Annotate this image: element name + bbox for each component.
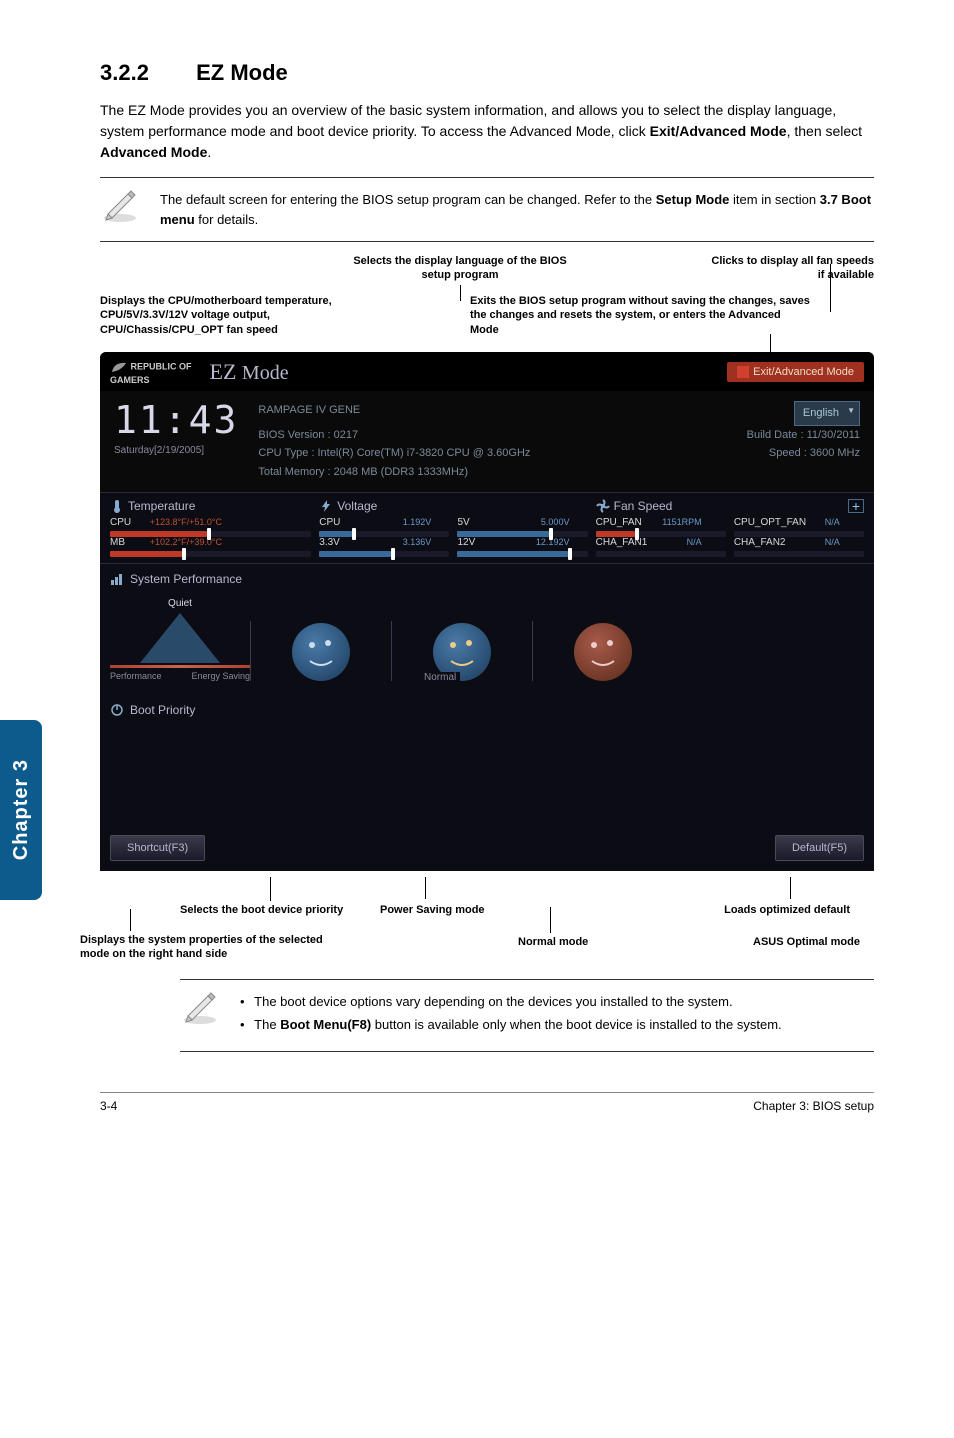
chapter-side-tab: Chapter 3 — [0, 720, 42, 900]
top-callouts-row1: Selects the display language of the BIOS… — [100, 254, 874, 294]
temperature-header: Temperature — [110, 499, 311, 513]
section-heading: 3.2.2 EZ Mode — [100, 60, 874, 86]
pencil-icon — [180, 986, 220, 1026]
boot-priority-header: Boot Priority — [110, 703, 864, 717]
note-2a: The boot device options vary depending o… — [240, 992, 782, 1012]
total-memory: Total Memory : 2048 MB (DDR3 1333MHz) — [258, 466, 468, 478]
temp-mb-bar — [110, 551, 311, 557]
perf-tab-quiet[interactable]: Quiet PerformanceEnergy Saving — [110, 594, 250, 681]
language-select[interactable]: English — [794, 401, 860, 426]
callout-temps: Displays the CPU/motherboard temperature… — [100, 294, 390, 337]
gauges-row: Temperature CPU +123.8°F/+51.0°C MB +102… — [100, 492, 874, 564]
thermometer-icon — [110, 499, 124, 513]
cpu-speed: Speed : 3600 MHz — [769, 444, 860, 463]
callout-line — [770, 334, 771, 352]
callout-exit: Exits the BIOS setup program without sav… — [470, 294, 810, 337]
callout-power-saving: Power Saving mode — [380, 903, 485, 917]
callout-boot-priority: Selects the boot device priority — [180, 903, 343, 917]
fanspeed-group: Fan Speed + CPU_FAN1151RPM CHA_FAN1N/A C… — [596, 499, 864, 557]
performance-header: System Performance — [110, 572, 864, 586]
fan-expand-button[interactable]: + — [848, 499, 864, 513]
bios-version: BIOS Version : 0217 — [258, 426, 358, 445]
pencil-icon — [100, 184, 140, 224]
bars-icon — [110, 572, 124, 586]
perf-tab-3[interactable] — [392, 623, 532, 681]
note-2b: The Boot Menu(F8) button is available on… — [240, 1015, 782, 1035]
rog-logo: REPUBLIC OF GAMERS — [110, 358, 192, 385]
intro-text: The EZ Mode provides you an overview of … — [100, 100, 874, 163]
page-footer: 3-4 Chapter 3: BIOS setup — [100, 1092, 874, 1113]
bios-screenshot: REPUBLIC OF GAMERS EZ Mode Exit/Advanced… — [100, 352, 874, 871]
page-number: 3-4 — [100, 1099, 117, 1113]
temp-mb-row: MB +102.2°F/+39.0°C — [110, 537, 311, 548]
callout-fanspeeds: Clicks to display all fan speeds if avai… — [704, 254, 874, 283]
ez-mode-title: EZ Mode — [210, 359, 289, 385]
voltage-header: Voltage — [319, 499, 587, 513]
temperature-group: Temperature CPU +123.8°F/+51.0°C MB +102… — [110, 499, 311, 557]
board-name: RAMPAGE IV GENE — [258, 401, 360, 426]
clock-date: Saturday[2/19/2005] — [114, 445, 238, 456]
fanspeed-header: Fan Speed + — [596, 499, 864, 513]
cpu-type: CPU Type : Intel(R) Core(TM) i7-3820 CPU… — [258, 444, 530, 463]
power-icon — [110, 703, 124, 717]
perf-tab-2[interactable] — [251, 623, 391, 681]
chapter-side-tab-label: Chapter 3 — [10, 759, 33, 860]
note-box-1: The default screen for entering the BIOS… — [100, 177, 874, 242]
shortcut-button[interactable]: Shortcut(F3) — [110, 835, 205, 861]
bios-header: REPUBLIC OF GAMERS EZ Mode Exit/Advanced… — [100, 352, 874, 391]
callout-line — [830, 264, 831, 312]
note-box-2: The boot device options vary depending o… — [180, 979, 874, 1052]
bios-info-panel: 11:43 Saturday[2/19/2005] RAMPAGE IV GEN… — [100, 391, 874, 492]
fan-icon — [596, 499, 610, 513]
temp-cpu-row: CPU +123.8°F/+51.0°C — [110, 517, 311, 528]
note-1-text: The default screen for entering the BIOS… — [160, 184, 874, 235]
bolt-icon — [319, 499, 333, 513]
callout-normal-mode: Normal mode — [518, 935, 588, 949]
callout-loads-default: Loads optimized default — [590, 903, 850, 917]
clock-time: 11:43 — [114, 401, 238, 439]
chapter-label: Chapter 3: BIOS setup — [753, 1099, 874, 1113]
callout-system-props: Displays the system properties of the se… — [80, 933, 340, 962]
bios-details: RAMPAGE IV GENE English BIOS Version : 0… — [258, 401, 860, 482]
default-button[interactable]: Default(F5) — [775, 835, 864, 861]
bios-footer: Shortcut(F3) Default(F5) — [100, 825, 874, 871]
callout-asus-optimal: ASUS Optimal mode — [640, 935, 860, 949]
exit-advanced-button[interactable]: Exit/Advanced Mode — [727, 362, 864, 382]
section-number: 3.2.2 — [100, 60, 190, 86]
build-date: Build Date : 11/30/2011 — [747, 426, 860, 445]
boot-priority-section: Boot Priority — [100, 695, 874, 825]
bottom-callouts: Selects the boot device priority Power S… — [100, 877, 874, 967]
perf-tab-4[interactable] — [533, 623, 673, 681]
perf-normal-label: Normal — [420, 672, 460, 683]
temp-cpu-bar — [110, 531, 311, 537]
top-callouts-row2: Displays the CPU/motherboard temperature… — [100, 294, 874, 344]
voltage-group: Voltage CPU1.192V 3.3V3.136V 5V5.000V 12… — [319, 499, 587, 557]
performance-section: System Performance Quiet PerformanceEner… — [100, 564, 874, 695]
bios-clock: 11:43 Saturday[2/19/2005] — [114, 401, 238, 482]
note-2-text: The boot device options vary depending o… — [240, 986, 782, 1045]
section-title: EZ Mode — [196, 60, 288, 85]
